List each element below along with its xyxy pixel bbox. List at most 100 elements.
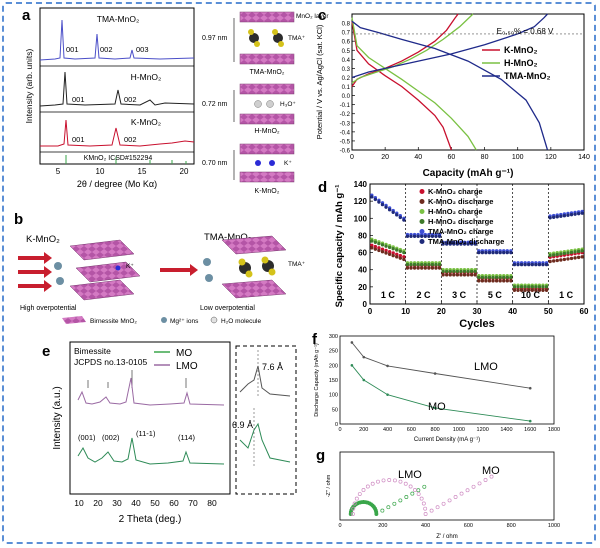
d-point [455, 242, 460, 246]
svg-text:20: 20 [180, 167, 189, 176]
c-x-tick: 100 [512, 154, 524, 161]
f-y-tick: 300 [329, 334, 338, 340]
d-point [427, 262, 431, 267]
d-point [387, 252, 392, 256]
c-x-tick: 40 [414, 154, 422, 161]
d-legend-entry: TMA-MnO₂ discharge [428, 237, 504, 246]
c-y-tick: 0.7 [342, 31, 351, 37]
g-point-mo [350, 512, 355, 516]
e-y-axis-label: Intensity (a.u.) [52, 386, 63, 449]
d-legend-marker [419, 209, 425, 214]
d-point [380, 202, 385, 207]
panel-letter-g: g [316, 447, 325, 464]
label-h-mno2: H-MnO₂ [131, 72, 162, 82]
ion-h3o: H₃O⁺ [280, 101, 296, 108]
d-point [391, 210, 395, 214]
svg-text:10: 10 [96, 167, 105, 176]
c-y-tick: -0.2 [340, 112, 351, 118]
c-y-tick: -0.1 [340, 103, 351, 109]
b-high-overpotential: High overpotential [20, 305, 77, 312]
d-legend-entry: K-MnO₂ discharge [428, 197, 493, 206]
d-point [420, 266, 424, 270]
d-point [551, 259, 556, 263]
f-y-axis-label: Discharge Capacity (mAh g⁻¹) [314, 343, 320, 417]
xrd-y-axis-label: Intensity (arb. units) [24, 49, 34, 124]
g-point-mo [423, 506, 428, 511]
g-point-mo [357, 492, 362, 496]
e-peak-001: (001) [78, 433, 96, 442]
d-point [559, 214, 563, 218]
panel-letter-b: b [14, 211, 23, 228]
g-x-tick: 600 [464, 523, 473, 529]
e-x-axis-label: 2 Theta (deg.) [119, 514, 182, 525]
d-point [391, 253, 395, 258]
d-point [409, 266, 413, 270]
d-point [387, 208, 392, 212]
d-point [452, 242, 456, 246]
d-point [469, 242, 474, 246]
g-point-mo [459, 491, 464, 496]
f-y-tick: 50 [332, 407, 338, 413]
b-ion-tma: TMA⁺ [288, 261, 306, 268]
d-x-axis-label: Cycles [459, 318, 494, 330]
distance-k: 0.70 nm [202, 160, 227, 167]
c-y-tick: 0.8 [342, 22, 351, 28]
c-series-2-charge [351, 13, 548, 79]
d-point [416, 266, 420, 270]
d-point [512, 288, 517, 292]
peak-h-002: 002 [124, 95, 137, 104]
d-point [576, 249, 581, 254]
d-point [448, 269, 452, 274]
d-point [466, 273, 470, 277]
d-point [494, 275, 499, 280]
d-point [530, 262, 534, 267]
d-point [405, 262, 410, 267]
d-point [469, 273, 474, 277]
d-point [398, 215, 403, 220]
d-y-tick: 140 [354, 180, 368, 189]
peak-k-001: 001 [72, 135, 85, 144]
d-point [377, 200, 381, 204]
d-point [491, 275, 495, 280]
d-point [459, 269, 463, 274]
f-y-tick: 250 [329, 349, 338, 355]
d-point [416, 234, 420, 238]
g-points [348, 474, 494, 516]
d-point [573, 250, 577, 254]
panel-letter-c: c [318, 7, 326, 24]
reference-card-label: KMnO₂ ICSD#152294 [84, 155, 153, 162]
d-point [569, 212, 574, 217]
g-point-mo [365, 484, 370, 489]
d-point [509, 279, 513, 283]
d-point [498, 250, 502, 255]
g-point-mo [352, 501, 357, 506]
g-point-mo [361, 488, 366, 492]
c-y-tick: -0.3 [340, 121, 351, 127]
f-point [528, 419, 532, 423]
d-point [459, 273, 463, 277]
ion-tma: TMA⁺ [288, 35, 306, 42]
d-point [469, 269, 474, 274]
g-point-mo [471, 484, 476, 489]
g-point-mo [453, 495, 458, 499]
d-point [569, 250, 574, 255]
d-point [502, 279, 506, 283]
d-point [548, 253, 552, 258]
xrd-trace-h [39, 71, 195, 107]
d-point [384, 205, 388, 209]
d-point [412, 262, 417, 267]
d-point [398, 256, 403, 260]
d-x-tick: 0 [368, 307, 373, 316]
xrd-trace-tma [39, 19, 195, 61]
d-point [487, 250, 492, 255]
d-legend-marker [419, 189, 425, 194]
e-trace-mo [77, 437, 225, 465]
d-point [427, 234, 431, 238]
f-label-lmo: LMO [474, 361, 498, 373]
xrd-x-ticks: 5 10 15 20 [56, 167, 189, 176]
d-point [569, 256, 574, 261]
d-point [462, 273, 467, 277]
svg-text:50: 50 [150, 498, 160, 508]
d-point [466, 269, 470, 274]
c-series-1-discharge [351, 17, 477, 151]
